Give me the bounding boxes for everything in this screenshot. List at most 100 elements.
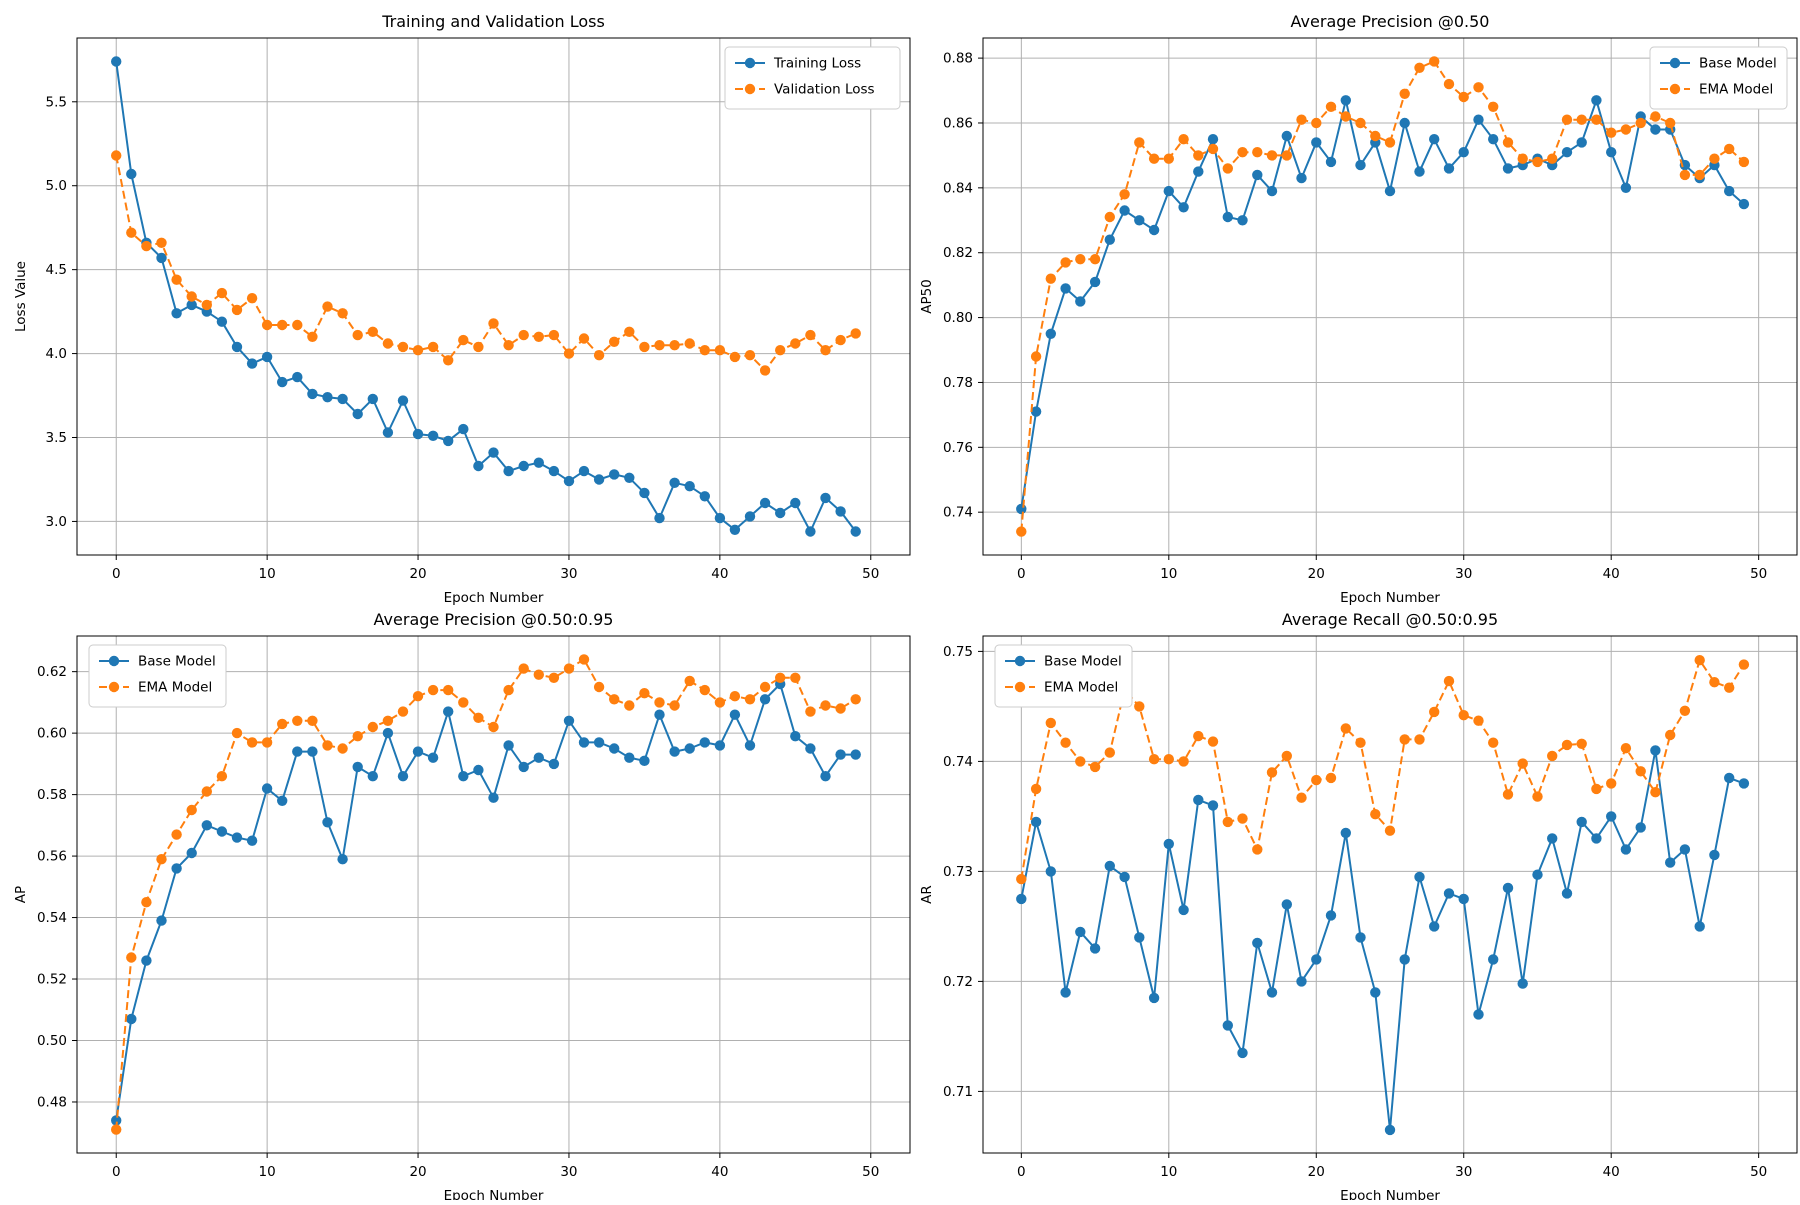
- data-point-marker: [1665, 117, 1676, 129]
- x-tick-label: 50: [862, 566, 879, 582]
- data-point-marker: [790, 672, 801, 683]
- legend-entry-ema-model: EMA Model: [1660, 82, 1773, 98]
- data-point-marker: [307, 715, 318, 726]
- legend-marker-icon: [108, 681, 120, 693]
- data-point-marker: [1591, 95, 1602, 106]
- data-point-marker: [1355, 117, 1366, 129]
- data-point-marker: [186, 291, 197, 302]
- data-point-marker: [1222, 816, 1234, 828]
- data-point-marker: [1089, 943, 1101, 954]
- data-point-marker: [1325, 101, 1337, 113]
- data-point-marker: [1104, 747, 1116, 758]
- data-point-marker: [684, 481, 695, 492]
- ap50-ema-model-markers: [1016, 56, 1750, 537]
- data-point-marker: [1030, 783, 1042, 795]
- data-point-marker: [352, 731, 363, 742]
- data-point-marker: [1665, 857, 1676, 868]
- y-tick-label: 0.74: [943, 505, 973, 521]
- data-point-marker: [729, 691, 741, 702]
- data-point-marker: [624, 752, 635, 763]
- data-point-marker: [1399, 117, 1410, 129]
- data-point-marker: [1488, 134, 1499, 145]
- data-point-marker: [1355, 159, 1366, 171]
- data-point-marker: [1724, 682, 1735, 693]
- data-point-marker: [1443, 675, 1455, 687]
- data-point-marker: [1517, 978, 1528, 989]
- data-point-marker: [1163, 153, 1175, 164]
- loss-x-axis: 0 10 20 30 40 50: [112, 555, 879, 582]
- data-point-marker: [1473, 715, 1484, 726]
- data-point-marker: [1488, 101, 1499, 113]
- data-point-marker: [488, 721, 499, 733]
- y-tick-label: 5.5: [46, 94, 67, 110]
- data-point-marker: [805, 743, 816, 754]
- y-tick-label: 4.0: [46, 346, 67, 362]
- data-point-marker: [292, 715, 303, 726]
- data-point-marker: [850, 749, 861, 760]
- y-tick-label: 5.0: [46, 178, 67, 194]
- x-tick-label: 10: [259, 566, 276, 582]
- x-tick-label: 30: [560, 566, 577, 582]
- data-point-marker: [1296, 792, 1307, 803]
- data-point-marker: [397, 395, 409, 406]
- data-point-marker: [111, 150, 122, 161]
- data-point-marker: [1237, 813, 1248, 824]
- data-point-marker: [246, 293, 258, 304]
- data-point-marker: [684, 675, 695, 687]
- data-point-marker: [246, 737, 258, 748]
- data-point-marker: [1075, 254, 1086, 265]
- data-point-marker: [473, 764, 484, 776]
- data-point-marker: [835, 749, 846, 760]
- data-point-marker: [1399, 734, 1410, 745]
- data-point-marker: [775, 507, 786, 519]
- y-tick-label: 0.84: [943, 180, 973, 196]
- data-point-marker: [1635, 822, 1646, 833]
- data-point-marker: [1576, 114, 1587, 125]
- loss-chart: 0 10 20 30 40 50 3.0 3.5 4.0 4.5 5.0 5.5 Training an…: [13, 12, 911, 606]
- data-point-marker: [548, 758, 560, 770]
- data-point-marker: [1547, 750, 1558, 762]
- data-point-marker: [1576, 738, 1587, 749]
- data-point-marker: [1679, 705, 1691, 716]
- data-point-marker: [1532, 791, 1543, 802]
- data-point-marker: [1266, 767, 1278, 778]
- data-point-marker: [563, 475, 575, 487]
- data-point-marker: [1016, 873, 1027, 885]
- data-point-marker: [382, 727, 394, 739]
- legend-label: Validation Loss: [774, 82, 875, 98]
- data-point-marker: [367, 393, 378, 405]
- data-point-marker: [322, 301, 333, 312]
- data-point-marker: [1738, 156, 1750, 168]
- data-point-marker: [1650, 745, 1661, 756]
- y-tick-label: 0.75: [943, 644, 973, 660]
- data-point-marker: [1119, 871, 1130, 883]
- data-point-marker: [790, 731, 801, 742]
- data-point-marker: [578, 333, 590, 344]
- data-point-marker: [1134, 701, 1145, 712]
- legend-label: Base Model: [1699, 56, 1777, 72]
- ap50-x-axis-title: Epoch Number: [1340, 590, 1440, 606]
- data-point-marker: [654, 340, 665, 351]
- data-point-marker: [850, 526, 861, 537]
- data-point-marker: [126, 227, 137, 238]
- data-point-marker: [1517, 758, 1528, 769]
- data-point-marker: [126, 168, 137, 180]
- data-point-marker: [820, 345, 831, 356]
- ar-x-axis: 0 10 20 30 40 50: [1017, 1153, 1767, 1180]
- ap-chart: 0 10 20 30 40 500.480.500.520.540.560.580.600…: [13, 610, 911, 1204]
- data-point-marker: [1178, 202, 1189, 213]
- data-point-marker: [1355, 737, 1366, 748]
- legend-label: EMA Model: [138, 680, 212, 696]
- data-point-marker: [1296, 172, 1307, 184]
- data-point-marker: [563, 715, 575, 726]
- x-tick-label: 10: [1160, 1164, 1177, 1180]
- data-point-marker: [1547, 153, 1558, 164]
- data-point-marker: [1281, 130, 1293, 142]
- x-tick-label: 20: [1308, 1164, 1325, 1180]
- data-point-marker: [1016, 503, 1027, 515]
- data-point-marker: [1724, 185, 1735, 197]
- data-point-marker: [744, 511, 756, 522]
- data-point-marker: [1458, 710, 1469, 721]
- data-point-marker: [427, 341, 439, 353]
- data-point-marker: [277, 376, 288, 388]
